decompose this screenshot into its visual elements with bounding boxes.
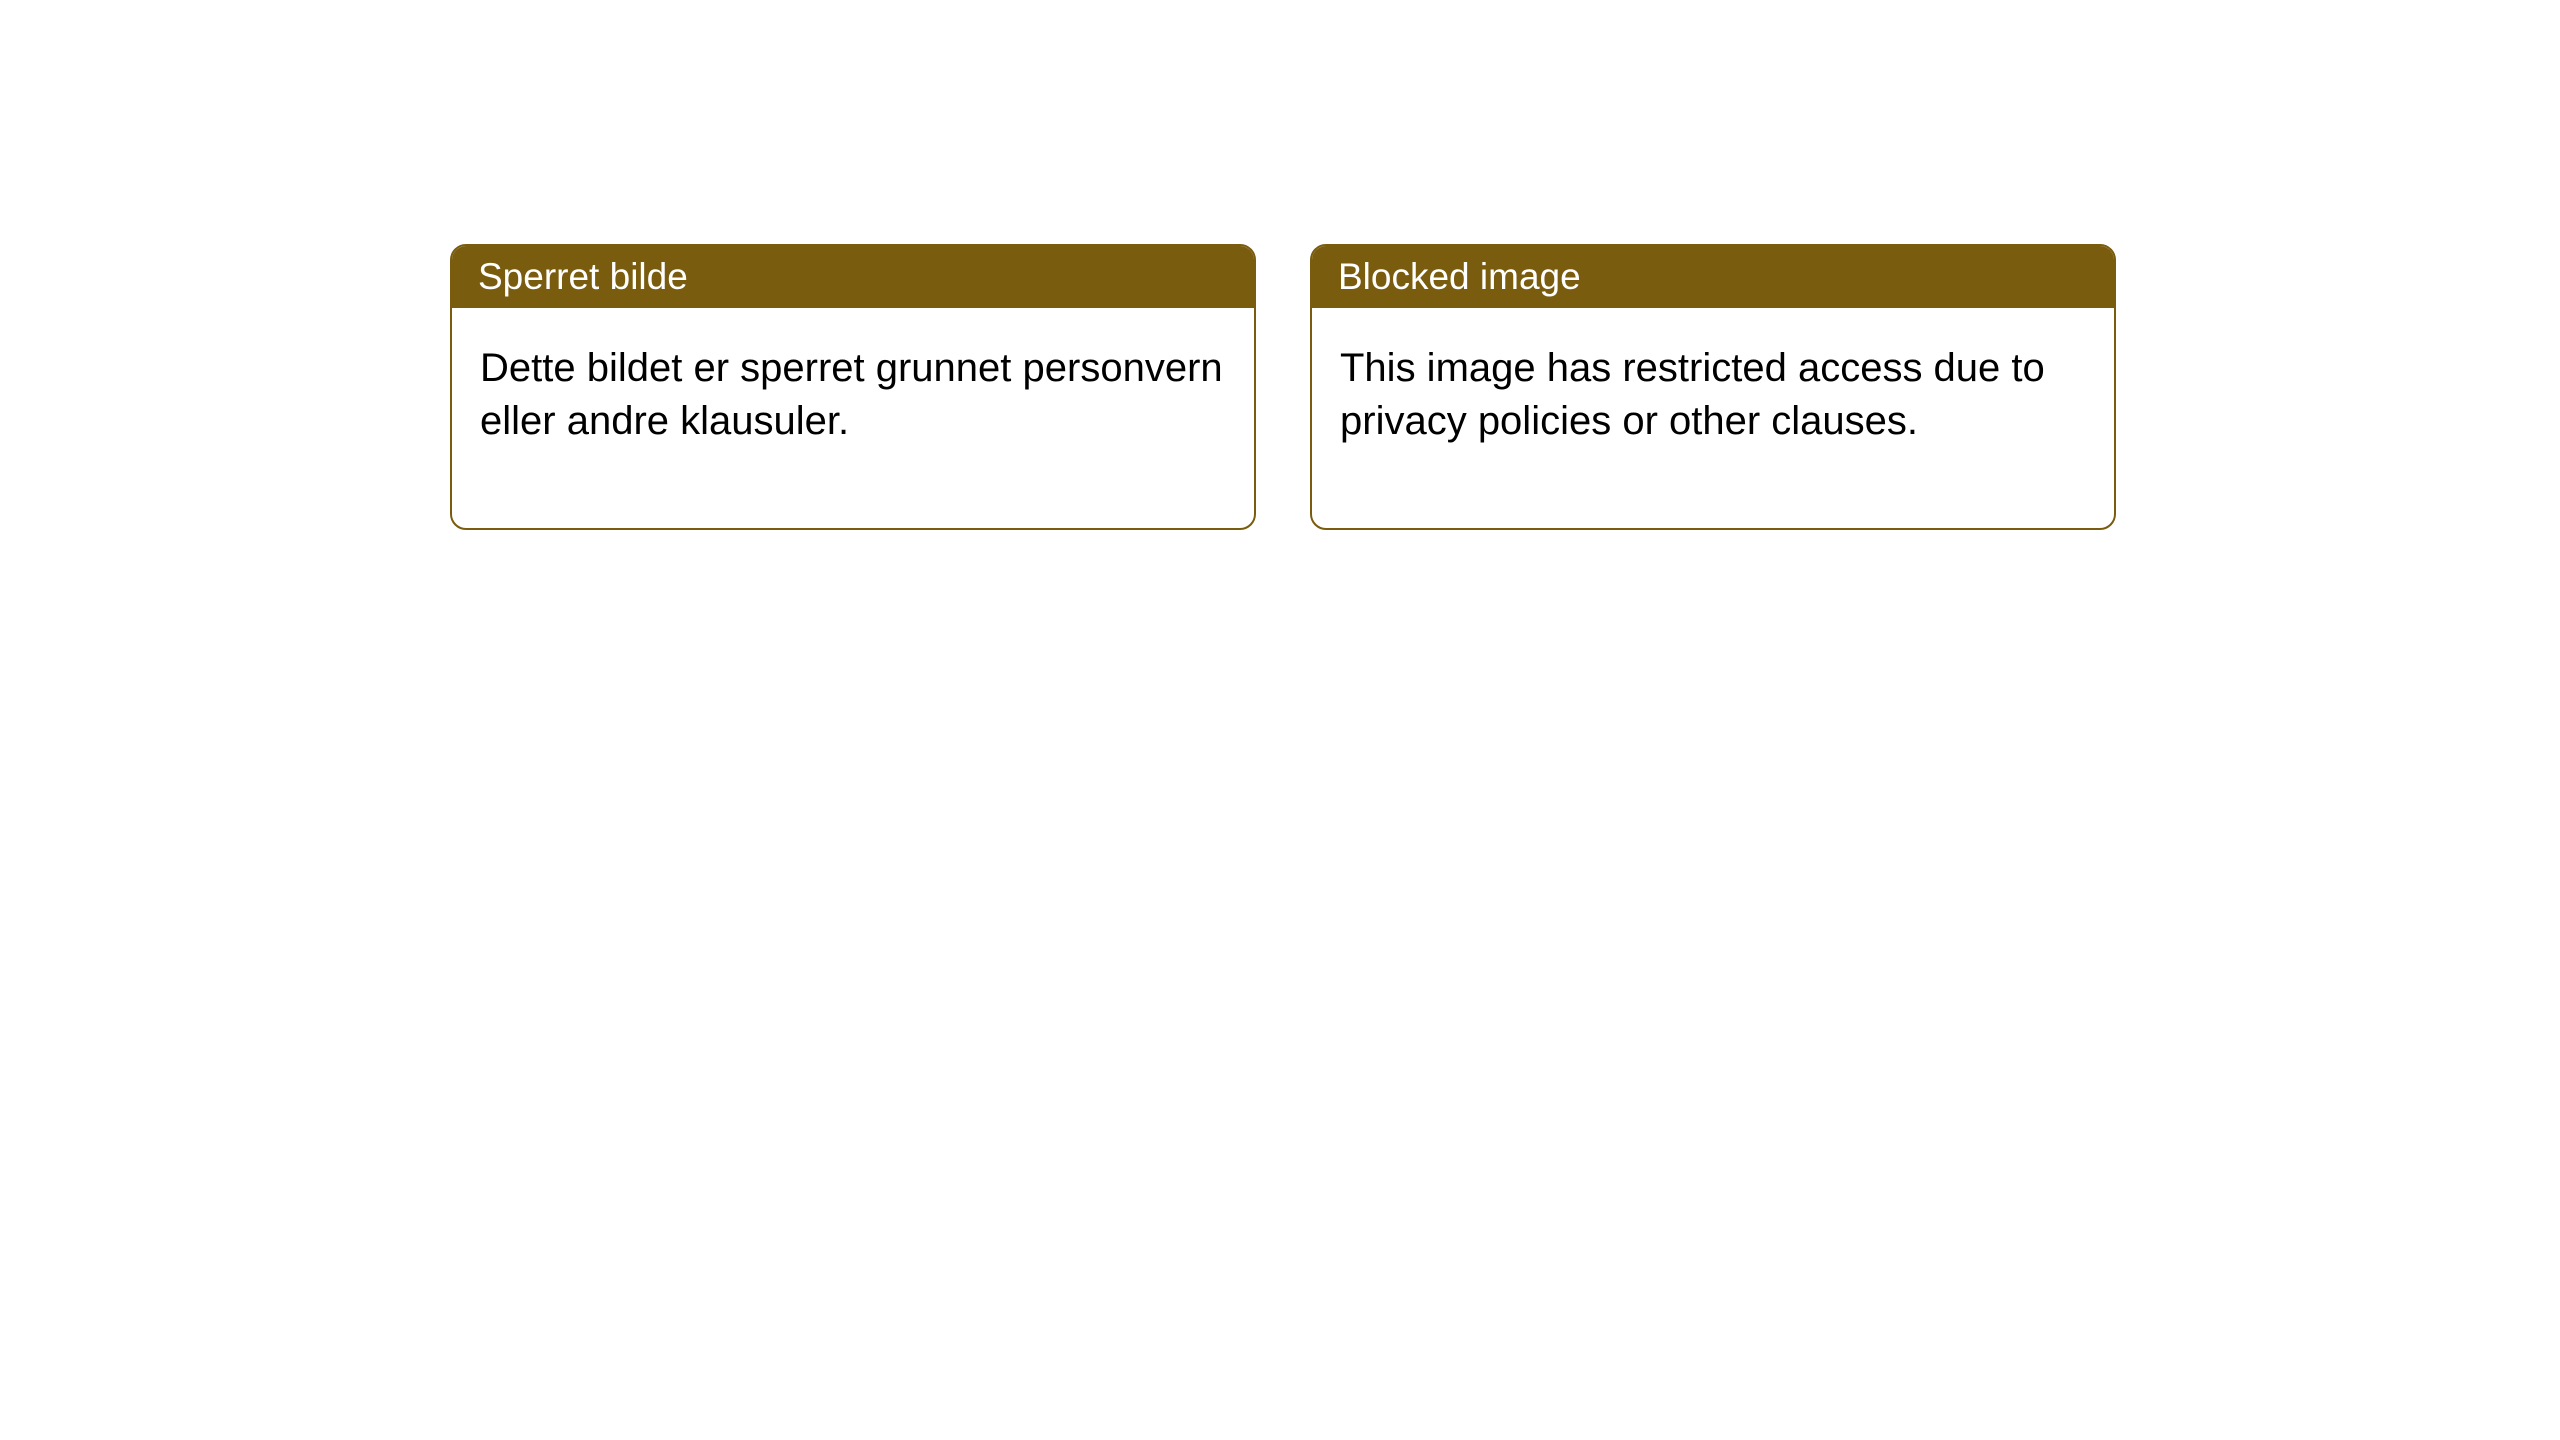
notice-body: Dette bildet er sperret grunnet personve…: [452, 308, 1254, 528]
notice-body: This image has restricted access due to …: [1312, 308, 2114, 528]
notice-title: Sperret bilde: [452, 246, 1254, 308]
notice-title: Blocked image: [1312, 246, 2114, 308]
notice-container: Sperret bilde Dette bildet er sperret gr…: [0, 0, 2560, 530]
notice-card-norwegian: Sperret bilde Dette bildet er sperret gr…: [450, 244, 1256, 530]
notice-card-english: Blocked image This image has restricted …: [1310, 244, 2116, 530]
